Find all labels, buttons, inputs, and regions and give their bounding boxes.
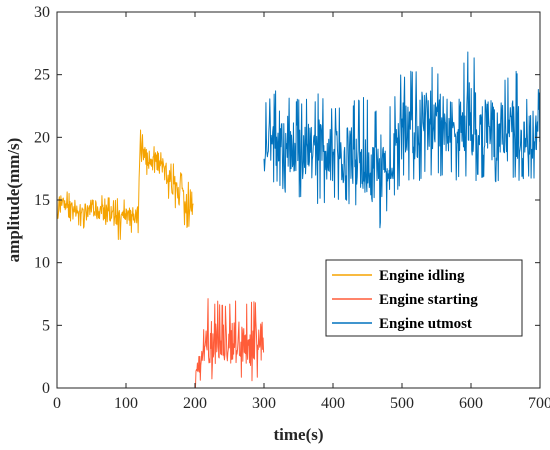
x-axis-title: time(s) [273,425,323,444]
y-tick-label: 5 [42,317,50,334]
legend: Engine idling Engine starting Engine utm… [325,259,523,337]
y-tick-label: 30 [34,4,50,21]
x-tick-label: 100 [114,395,138,412]
x-tick-label: 500 [390,395,414,412]
series-layer [56,51,541,388]
y-tick-label: 25 [34,67,50,84]
x-tick-label: 200 [183,395,207,412]
series-line-engine-starting [194,298,265,388]
y-tick-label: 15 [34,192,50,209]
series-line-engine-utmost [263,51,541,229]
x-tick-label: 600 [459,395,483,412]
legend-label-engine-starting: Engine starting [379,292,478,308]
legend-label-engine-utmost: Engine utmost [379,316,472,332]
y-tick-label: 10 [34,255,50,272]
x-tick-label: 400 [321,395,345,412]
y-tick-label: 20 [34,129,50,146]
x-tick-label: 700 [528,395,550,412]
x-tick-label: 0 [53,395,61,412]
legend-label-engine-idling: Engine idling [379,268,465,284]
series-line-engine-idling [56,129,194,240]
tick-layer: 0 100 200 300 400 500 600 700 0 5 10 15 20 25 30 [34,4,550,412]
y-axis-title: amplitude(mm/s) [4,138,23,263]
y-tick-label: 0 [42,380,50,397]
x-tick-label: 300 [252,395,276,412]
